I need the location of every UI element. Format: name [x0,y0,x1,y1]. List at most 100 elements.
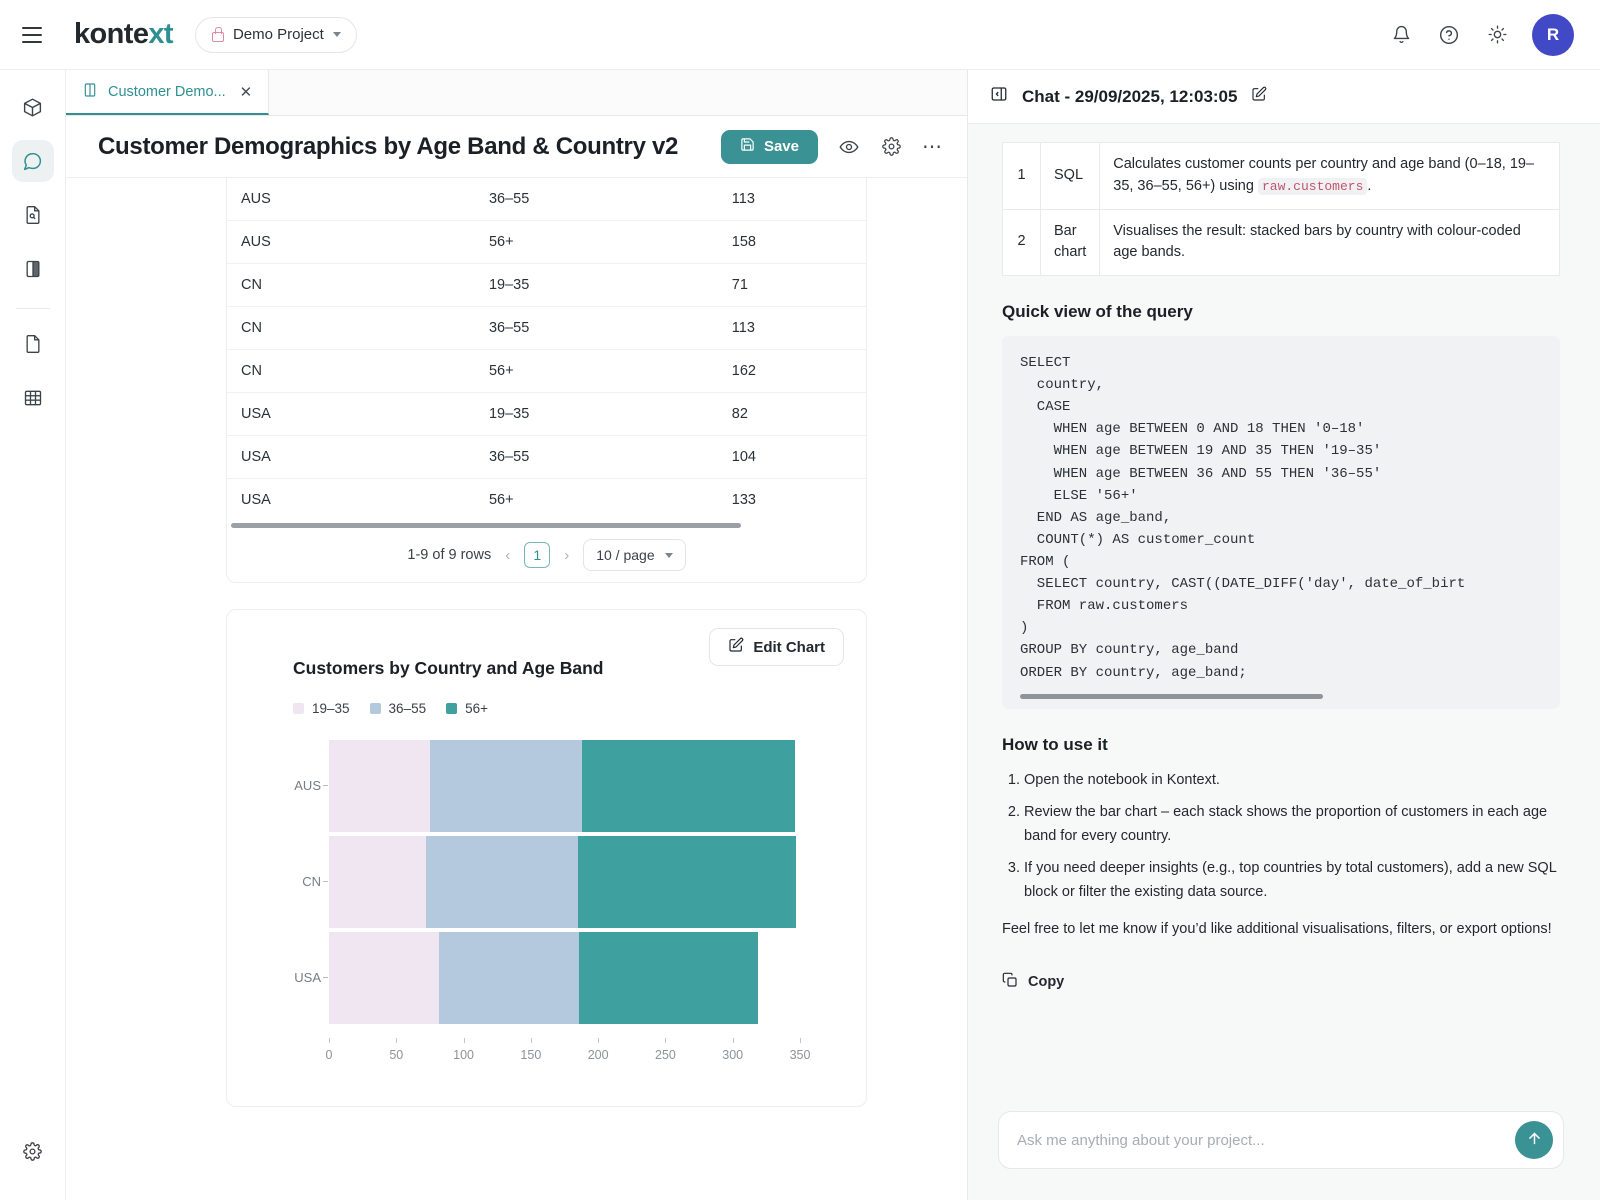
chevron-down-icon [332,32,341,37]
pagination: 1-9 of 9 rows ‹ 1 › 10 / page [227,528,866,582]
avatar[interactable]: R [1532,13,1574,56]
chart-plot-area: AUS CN USA [249,738,844,1038]
x-axis-tick [396,1038,398,1043]
bar-segment-1935[interactable] [329,740,430,832]
hamburger-icon[interactable] [22,20,52,50]
cell-step-type: SQL [1039,142,1101,210]
more-icon[interactable]: ⋯ [922,135,943,158]
tab-label: Customer Demo... [108,83,226,100]
project-name: Demo Project [232,26,324,43]
top-bar-actions: R [1388,13,1574,56]
cell-count: 104 [731,435,866,479]
page-number-1[interactable]: 1 [524,542,551,568]
edit-chart-button[interactable]: Edit Chart [709,628,844,666]
table-hscrollbar-track[interactable] [227,521,866,528]
sidebar-item-models[interactable] [12,86,54,128]
sql-code-text: SELECT country, CASE WHEN age BETWEEN 0 … [1020,355,1466,681]
cell-age-band: 56+ [488,349,732,393]
send-button[interactable] [1515,1121,1553,1159]
sidebar-item-docs[interactable] [12,194,54,236]
brand-text: konte [74,18,149,50]
bar-group-usa [329,930,800,1026]
bar-segment-56+[interactable] [581,740,795,832]
bar-group-aus [329,738,800,834]
help-circle-icon[interactable] [1436,22,1462,48]
collapse-panel-icon[interactable] [990,85,1008,108]
next-page-button[interactable]: › [564,546,570,564]
legend-item[interactable]: 36–55 [369,701,426,716]
prev-page-button[interactable]: ‹ [505,546,511,564]
bar-segment-1935[interactable] [329,932,440,1024]
chat-message-scroll[interactable]: 1 SQL Calculates customer counts per cou… [968,124,1600,1092]
legend-item[interactable]: 19–35 [293,701,350,716]
y-axis-tick [323,881,328,882]
top-bar: kontext Demo Project [0,0,1600,70]
chart-title: Customers by Country and Age Band [293,658,604,678]
bar-category-label: USA [294,970,321,985]
notebook-actions: Save ⋯ [720,129,943,164]
brightness-icon[interactable] [1484,22,1510,48]
chat-title: Chat - 29/09/2025, 12:03:05 [1022,86,1238,106]
x-axis-tick [530,1038,532,1043]
rail-divider [15,308,50,309]
list-item: If you need deeper insights (e.g., top c… [1024,857,1560,904]
bar-segment-56+[interactable] [579,932,759,1024]
sidebar-item-files[interactable] [12,323,54,365]
chat-panel: Chat - 29/09/2025, 12:03:05 1 SQL Calcul… [968,70,1600,1200]
bar-segment-3655[interactable] [439,932,580,1024]
main-area: Customer Demo... ✕ Customer Demographics… [66,70,968,1200]
bell-icon[interactable] [1388,22,1414,48]
sidebar-item-settings[interactable] [12,1130,54,1172]
howto-list: Open the notebook in Kontext. Review the… [1024,769,1560,904]
code-hscrollbar-thumb[interactable] [1020,693,1323,699]
bar-segment-3655[interactable] [429,740,582,832]
stacked-bar[interactable] [329,740,800,832]
legend-label: 19–35 [312,701,350,716]
cell-age-band: 36–55 [488,435,732,479]
save-button[interactable]: Save [720,129,818,164]
legend-item[interactable]: 56+ [446,701,488,716]
table-row: USA 19–35 82 [227,392,866,436]
legend-swatch [369,703,381,714]
x-axis-label: 250 [654,1048,676,1062]
cell-count: 133 [731,492,756,508]
stacked-bar[interactable] [329,932,800,1024]
bar-segment-56+[interactable] [577,836,796,928]
sidebar-item-chat[interactable] [11,140,54,182]
x-axis-label: 0 [325,1048,333,1062]
save-label: Save [763,138,799,155]
sidebar-item-tables[interactable] [12,377,54,419]
query-heading: Quick view of the query [1002,302,1193,321]
notebook-header: Customer Demographics by Age Band & Coun… [66,116,967,178]
x-axis-label: 100 [453,1048,474,1062]
cell-country: CN [227,349,489,393]
close-icon[interactable]: ✕ [239,83,253,101]
copy-button[interactable]: Copy [1002,972,1560,992]
bar-segment-1935[interactable] [329,836,426,928]
x-axis-tick [463,1038,465,1043]
step-desc-suffix: . [1367,177,1372,194]
chevron-down-icon [664,552,673,558]
sql-code-block[interactable]: SELECT country, CASE WHEN age BETWEEN 0 … [1002,336,1560,709]
page-size-select[interactable]: 10 / page [583,539,686,571]
bar-segment-3655[interactable] [425,836,578,928]
app-logo: kontext [74,18,174,51]
chat-input[interactable] [999,1131,1563,1149]
tab-customer-demographics[interactable]: Customer Demo... ✕ [66,70,270,115]
gear-icon[interactable] [880,136,902,158]
eye-icon[interactable] [838,136,860,158]
list-item: Open the notebook in Kontext. [1024,769,1560,792]
sidebar-item-notebooks[interactable] [12,248,54,290]
cell-country: CN [227,306,489,350]
cell-count: 158 [731,220,866,264]
results-table: AUS 36–55 113 AUS 56+ 158 CN [227,178,866,521]
plan-steps-table: 1 SQL Calculates customer counts per cou… [1002,142,1560,276]
edit-chat-title-icon[interactable] [1251,86,1267,107]
x-axis-label: 150 [520,1048,542,1062]
project-selector[interactable]: Demo Project [194,16,357,53]
x-axis-label: 300 [722,1048,744,1062]
cell-step-type: Bar chart [1039,208,1101,276]
stacked-bar[interactable] [329,836,800,928]
table-hscrollbar-thumb[interactable] [231,523,741,528]
bar-category-label: CN [302,874,321,889]
